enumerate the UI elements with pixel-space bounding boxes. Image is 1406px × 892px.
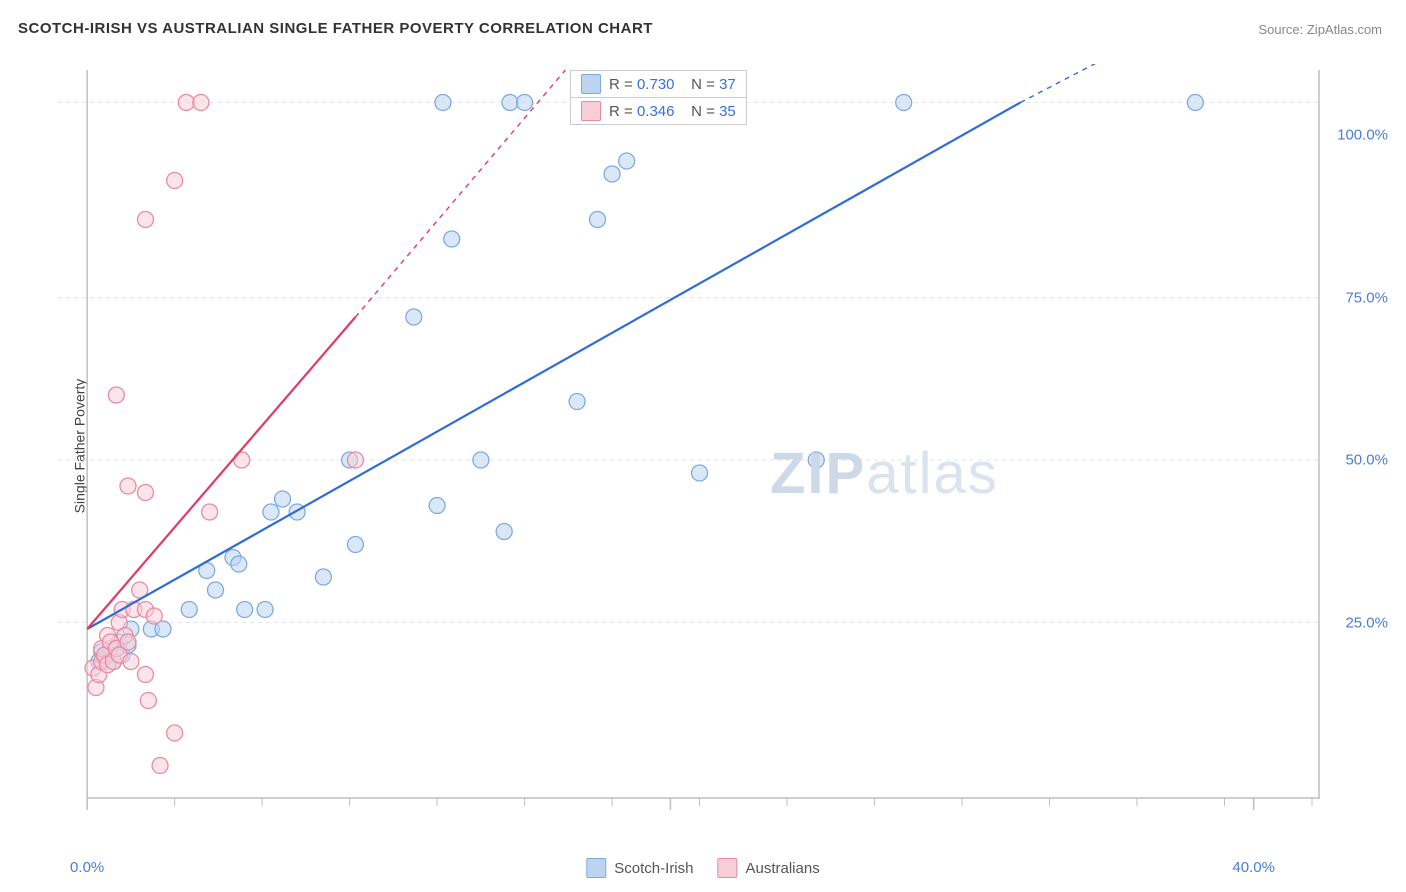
chart-title: SCOTCH-IRISH VS AUSTRALIAN SINGLE FATHER… bbox=[18, 20, 653, 37]
y-tick-label: 25.0% bbox=[1345, 614, 1388, 631]
x-tick-label: 0.0% bbox=[70, 859, 104, 876]
y-tick-label: 100.0% bbox=[1337, 127, 1388, 144]
legend-item: Australians bbox=[718, 858, 820, 878]
plot-svg bbox=[50, 64, 1320, 824]
y-tick-label: 50.0% bbox=[1345, 452, 1388, 469]
y-tick-label: 75.0% bbox=[1345, 289, 1388, 306]
legend-row: R = 0.346 N = 35 bbox=[571, 98, 746, 124]
legend-item: Scotch-Irish bbox=[586, 858, 693, 878]
legend-row: R = 0.730 N = 37 bbox=[571, 71, 746, 98]
scatter-plot bbox=[50, 64, 1320, 824]
x-tick-label: 40.0% bbox=[1232, 859, 1275, 876]
stats-legend: R = 0.730 N = 37R = 0.346 N = 35 bbox=[570, 70, 747, 125]
source-label: Source: ZipAtlas.com bbox=[1258, 22, 1382, 37]
series-legend: Scotch-Irish Australians bbox=[586, 858, 819, 878]
